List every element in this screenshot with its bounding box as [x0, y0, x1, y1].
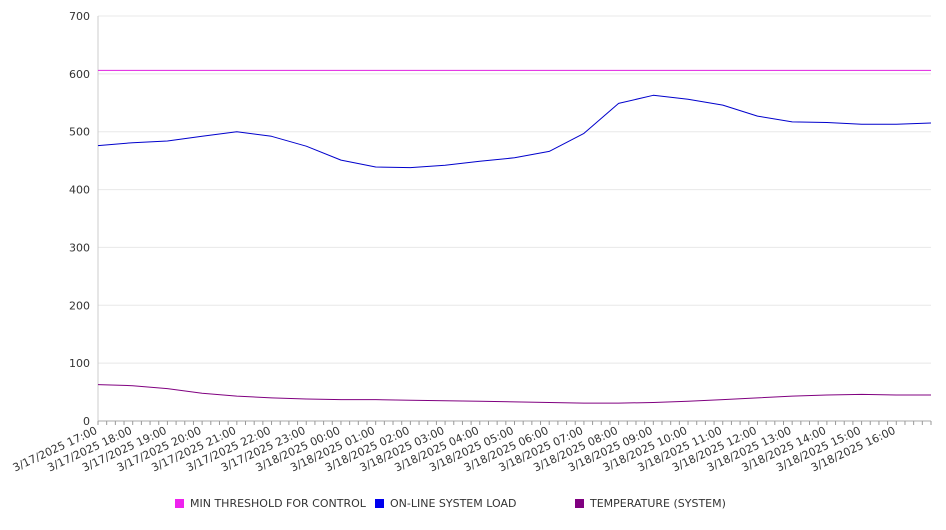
- y-tick-label: 700: [69, 10, 90, 23]
- series-line-temperature-system[interactable]: [97, 384, 931, 404]
- legend-label-min-threshold: MIN THRESHOLD FOR CONTROL: [190, 497, 366, 510]
- y-tick-label: 200: [69, 299, 90, 312]
- y-tick-label: 600: [69, 68, 90, 81]
- y-tick-label: 0: [83, 415, 90, 428]
- legend-item-temperature[interactable]: TEMPERATURE (SYSTEM): [575, 497, 726, 510]
- series-line-on-line-system-load[interactable]: [97, 94, 932, 169]
- series-lines: [97, 69, 932, 404]
- legend-swatch-temperature: [575, 499, 584, 508]
- legend-label-system-load: ON-LINE SYSTEM LOAD: [390, 497, 517, 510]
- y-tick-labels: 0 100 200 300 400 500 600 700: [69, 10, 90, 428]
- y-tick-label: 400: [69, 184, 90, 197]
- gridlines: [98, 15, 931, 364]
- x-tick-labels: 3/17/2025 17:003/17/2025 18:003/17/2025 …: [11, 424, 898, 474]
- y-tick-label: 500: [69, 126, 90, 139]
- legend-item-system-load[interactable]: ON-LINE SYSTEM LOAD: [375, 497, 516, 510]
- legend-swatch-min-threshold: [175, 499, 184, 508]
- legend-label-temperature: TEMPERATURE (SYSTEM): [590, 497, 726, 510]
- y-tick-label: 300: [69, 241, 90, 254]
- legend-swatch-system-load: [375, 499, 384, 508]
- y-tick-label: 100: [69, 357, 90, 370]
- axes: [97, 16, 932, 425]
- legend: MIN THRESHOLD FOR CONTROL ON-LINE SYSTEM…: [0, 497, 946, 515]
- legend-item-min-threshold[interactable]: MIN THRESHOLD FOR CONTROL: [175, 497, 366, 510]
